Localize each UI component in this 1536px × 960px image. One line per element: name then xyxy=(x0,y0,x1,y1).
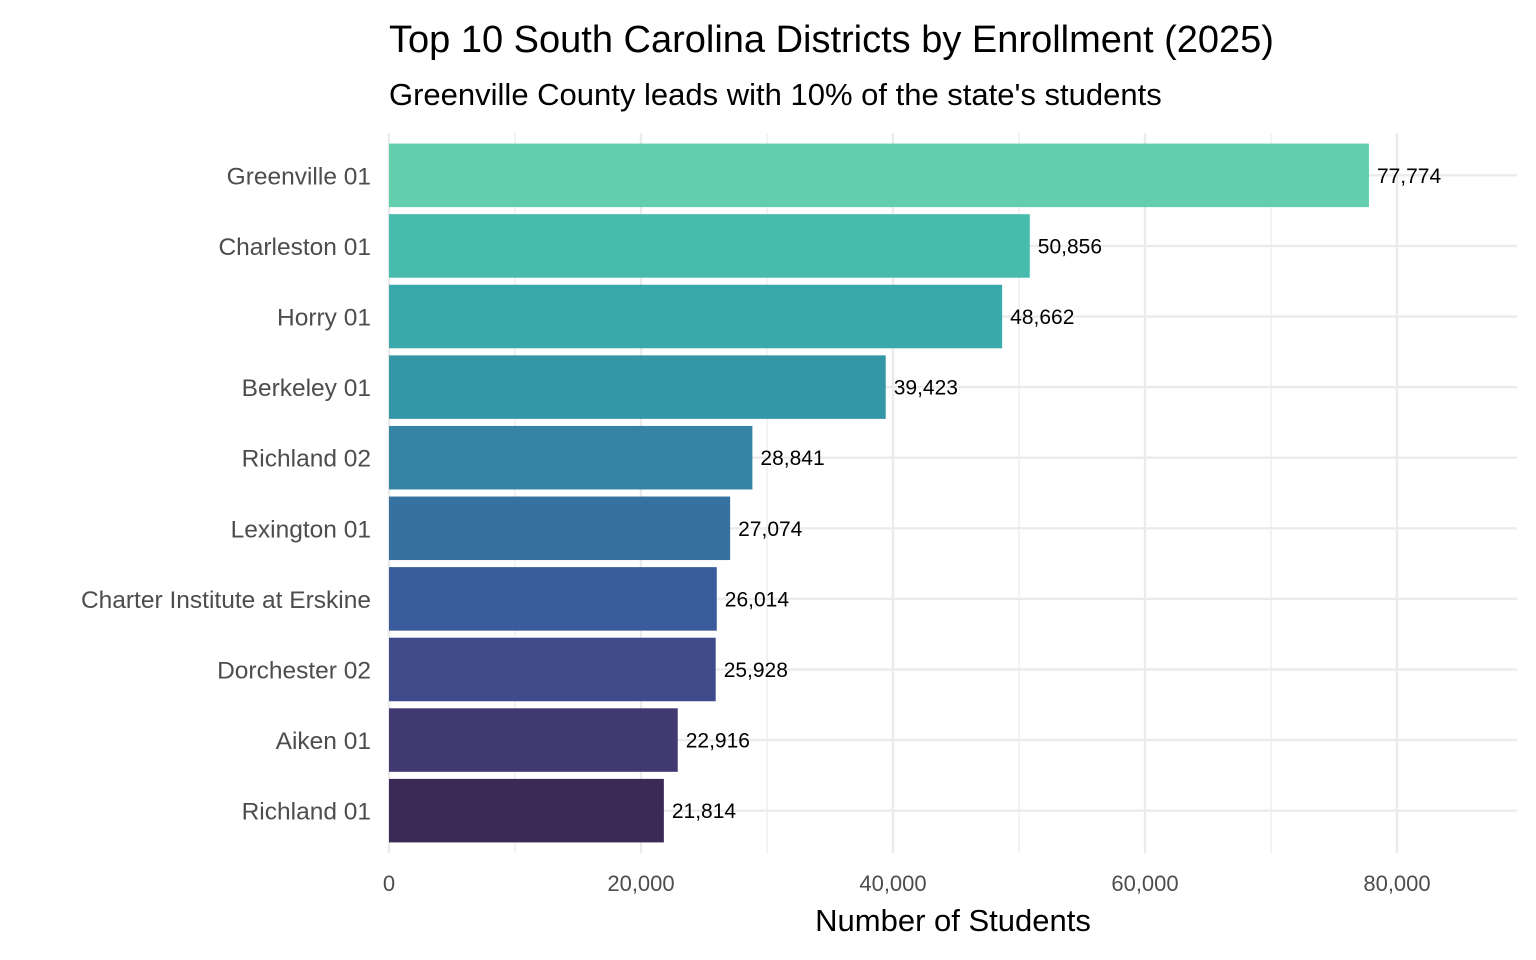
category-label: Dorchester 02 xyxy=(217,657,371,684)
bar-dorchester-02 xyxy=(389,637,716,702)
category-label: Richland 01 xyxy=(242,799,371,826)
bar-aiken-01 xyxy=(389,708,678,772)
category-label: Greenville 01 xyxy=(227,163,371,190)
x-tick-labels: 0 20,000 40,000 60,000 80,000 xyxy=(383,871,1431,896)
x-tick-label: 40,000 xyxy=(859,871,926,896)
category-label: Charleston 01 xyxy=(218,234,371,261)
chart-title: Top 10 South Carolina Districts by Enrol… xyxy=(389,19,1274,61)
category-label: Aiken 01 xyxy=(276,728,371,755)
data-label: 77,774 xyxy=(1377,165,1442,188)
data-label: 21,814 xyxy=(672,800,737,823)
bar-greenville-01 xyxy=(389,143,1369,208)
x-axis-title: Number of Students xyxy=(815,903,1091,938)
category-label: Horry 01 xyxy=(277,305,371,332)
data-label: 28,841 xyxy=(760,447,824,470)
data-label: 39,423 xyxy=(894,377,958,400)
data-label: 26,014 xyxy=(725,588,790,611)
data-label: 48,662 xyxy=(1010,306,1074,329)
x-tick-label: 20,000 xyxy=(607,871,674,896)
x-tick-label: 60,000 xyxy=(1111,871,1178,896)
data-label: 50,856 xyxy=(1038,235,1102,258)
data-label: 25,928 xyxy=(724,659,788,682)
bar-richland-01 xyxy=(389,778,664,843)
bar-berkeley-01 xyxy=(389,355,886,419)
category-labels: Greenville 01 Charleston 01 Horry 01 Berkel… xyxy=(81,163,371,825)
data-label: 27,074 xyxy=(738,518,803,541)
chart-subtitle: Greenville County leads with 10% of the … xyxy=(389,77,1162,112)
category-label: Lexington 01 xyxy=(231,516,371,543)
bar-horry-01 xyxy=(389,284,1003,349)
category-label: Charter Institute at Erskine xyxy=(81,587,371,614)
bar-richland-02 xyxy=(389,425,753,490)
x-tick-label: 0 xyxy=(383,871,395,896)
bars: 77,774 50,856 48,662 39,423 28,841 27,074 26,0… xyxy=(389,143,1442,843)
x-tick-label: 80,000 xyxy=(1363,871,1430,896)
bar-charter-institute-at-erskine xyxy=(389,567,717,631)
category-label: Berkeley 01 xyxy=(242,375,371,402)
data-label: 22,916 xyxy=(686,730,750,753)
category-label: Richland 02 xyxy=(242,446,371,473)
bar-charleston-01 xyxy=(389,214,1030,278)
bar-lexington-01 xyxy=(389,496,731,561)
